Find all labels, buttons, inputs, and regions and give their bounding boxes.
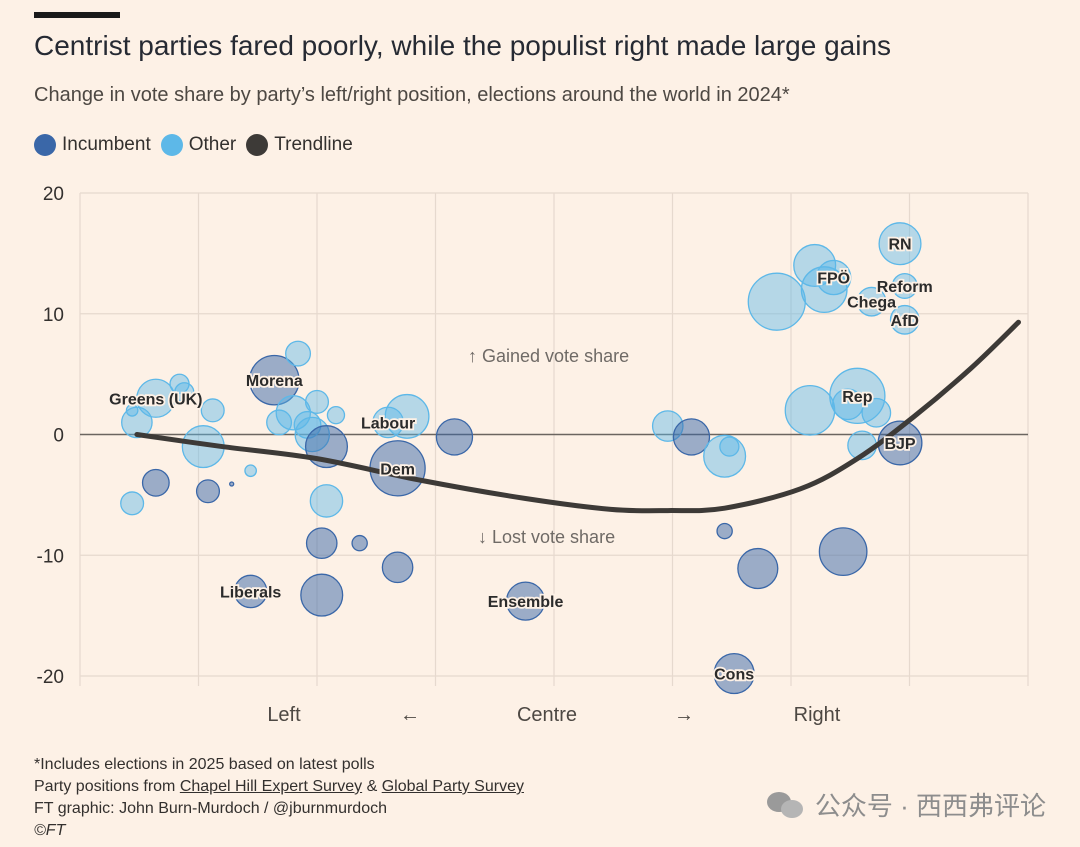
bubble-other — [878, 222, 922, 266]
bubble-incumbent — [305, 527, 338, 560]
y-tick-label: -10 — [37, 546, 64, 567]
legend-swatch-trendline — [246, 134, 269, 156]
watermark: 公众号 · 西西弗评论 — [766, 786, 1046, 823]
bubble-incumbent — [229, 481, 235, 487]
bubbles — [120, 222, 923, 695]
x-axis-left-label: Left — [267, 704, 301, 726]
bubble-labels: Greens (UK) Morena Liberals Labour Dem Ensemb… — [107, 235, 934, 685]
source-link-global-party[interactable]: Global Party Survey — [381, 778, 524, 795]
bubble-incumbent — [248, 354, 300, 406]
x-axis-arrow-right: → — [674, 704, 694, 726]
bubble-other — [793, 243, 837, 288]
bubble-incumbent — [505, 581, 546, 621]
bubble-incumbent — [300, 573, 344, 617]
bubble-label: Cons — [714, 667, 754, 684]
bubble-incumbent — [141, 468, 170, 497]
legend-item-incumbent: Incumbent — [34, 134, 151, 156]
sources-prefix: Party positions from — [34, 778, 180, 795]
x-axis-arrow-left: ← — [400, 704, 420, 726]
bubble-other — [815, 259, 852, 296]
source-link-chapel-hill[interactable]: Chapel Hill Expert Survey — [179, 778, 363, 795]
bubble-other — [703, 434, 747, 478]
x-axis-centre-label: Centre — [517, 704, 577, 726]
bubble-other — [856, 286, 887, 317]
footnote: *Includes elections in 2025 based on lat… — [34, 756, 375, 773]
bubble-label: BJP — [884, 436, 915, 453]
legend-swatch-other — [160, 134, 183, 156]
bubble-label: Greens (UK) — [109, 391, 202, 408]
bubble-label: Morena — [246, 373, 303, 390]
bubble-other — [285, 340, 312, 367]
bubble-label: RN — [888, 237, 911, 254]
bubble-incumbent — [233, 574, 268, 609]
page-subtitle: Change in vote share by party’s left/rig… — [34, 84, 790, 106]
legend-label-incumbent: Incumbent — [62, 134, 151, 155]
bubble-incumbent — [381, 551, 414, 584]
bubble-other — [861, 397, 892, 428]
bubble-label: Labour — [361, 415, 415, 432]
bubble-label: Liberals — [220, 584, 281, 601]
bubble-other — [120, 491, 145, 516]
legend-item-trendline: Trendline — [246, 134, 353, 156]
bubble-other — [747, 272, 806, 331]
top-rule — [34, 12, 120, 18]
bubble-label: AfD — [891, 313, 919, 330]
bubble-label: Rep — [842, 389, 872, 406]
sources-line: Party positions from Chapel Hill Expert … — [34, 776, 524, 798]
scatter-chart: 20 10 0 -10 -20 ↑ Gained vote share ↓ Lost v… — [37, 184, 1029, 726]
bubble-other — [719, 436, 740, 457]
legend-label-other: Other — [188, 134, 237, 155]
bubble-incumbent — [435, 418, 474, 456]
bubble-other — [384, 393, 430, 439]
y-axis-ticks: 20 10 0 -10 -20 — [37, 184, 64, 688]
wechat-icon — [766, 790, 807, 820]
bubble-label: Ensemble — [488, 594, 564, 611]
bubble-incumbent — [713, 652, 755, 695]
bubble-other — [326, 405, 346, 425]
bubble-other — [244, 464, 257, 478]
y-tick-label: 0 — [53, 426, 64, 447]
bubble-incumbent — [672, 418, 711, 456]
copyright: ©FT — [34, 822, 66, 839]
trendline — [134, 319, 1022, 514]
page-title: Centrist parties fared poorly, while the… — [34, 30, 892, 61]
bubble-incumbent — [351, 534, 368, 552]
bubble-other — [304, 389, 330, 414]
bubble-other — [889, 304, 920, 335]
legend-label-trendline: Trendline — [274, 134, 353, 155]
bubble-other — [136, 378, 176, 418]
bubble-other — [200, 398, 225, 423]
y-tick-label: -20 — [37, 667, 64, 688]
x-axis-right-label: Right — [794, 704, 841, 726]
watermark-text: 公众号 · 西西弗评论 — [814, 791, 1046, 821]
footer: *Includes elections in 2025 based on lat… — [34, 754, 524, 842]
bubble-other — [800, 266, 848, 314]
bubble-other — [372, 406, 404, 439]
y-tick-label: 20 — [43, 184, 64, 205]
bubble-label: Chega — [847, 295, 896, 312]
legend: Incumbent Other Trendline — [34, 134, 363, 156]
credit: FT graphic: John Burn-Murdoch / @jburnmu… — [34, 800, 387, 817]
bubble-label: FPÖ — [817, 269, 850, 288]
y-tick-label: 10 — [43, 305, 64, 326]
bubble-other — [891, 272, 918, 299]
bubble-other — [174, 382, 195, 403]
bubble-incumbent — [818, 527, 868, 577]
bubble-incumbent — [737, 547, 779, 590]
legend-swatch-incumbent — [34, 134, 56, 156]
bubble-incumbent — [195, 479, 221, 504]
bubble-other — [829, 367, 886, 425]
sources-amp: & — [362, 778, 382, 795]
bubble-label: Dem — [380, 461, 415, 478]
bubble-other — [121, 406, 153, 439]
legend-item-other: Other — [160, 134, 237, 156]
annotation-lost: ↓ Lost vote share — [478, 527, 615, 547]
bubble-other — [309, 484, 344, 518]
bubble-label: Reform — [877, 279, 933, 296]
annotation-gained: ↑ Gained vote share — [468, 346, 629, 366]
bubble-other — [832, 388, 864, 421]
bubble-other — [784, 384, 836, 436]
bubble-incumbent — [716, 522, 733, 540]
